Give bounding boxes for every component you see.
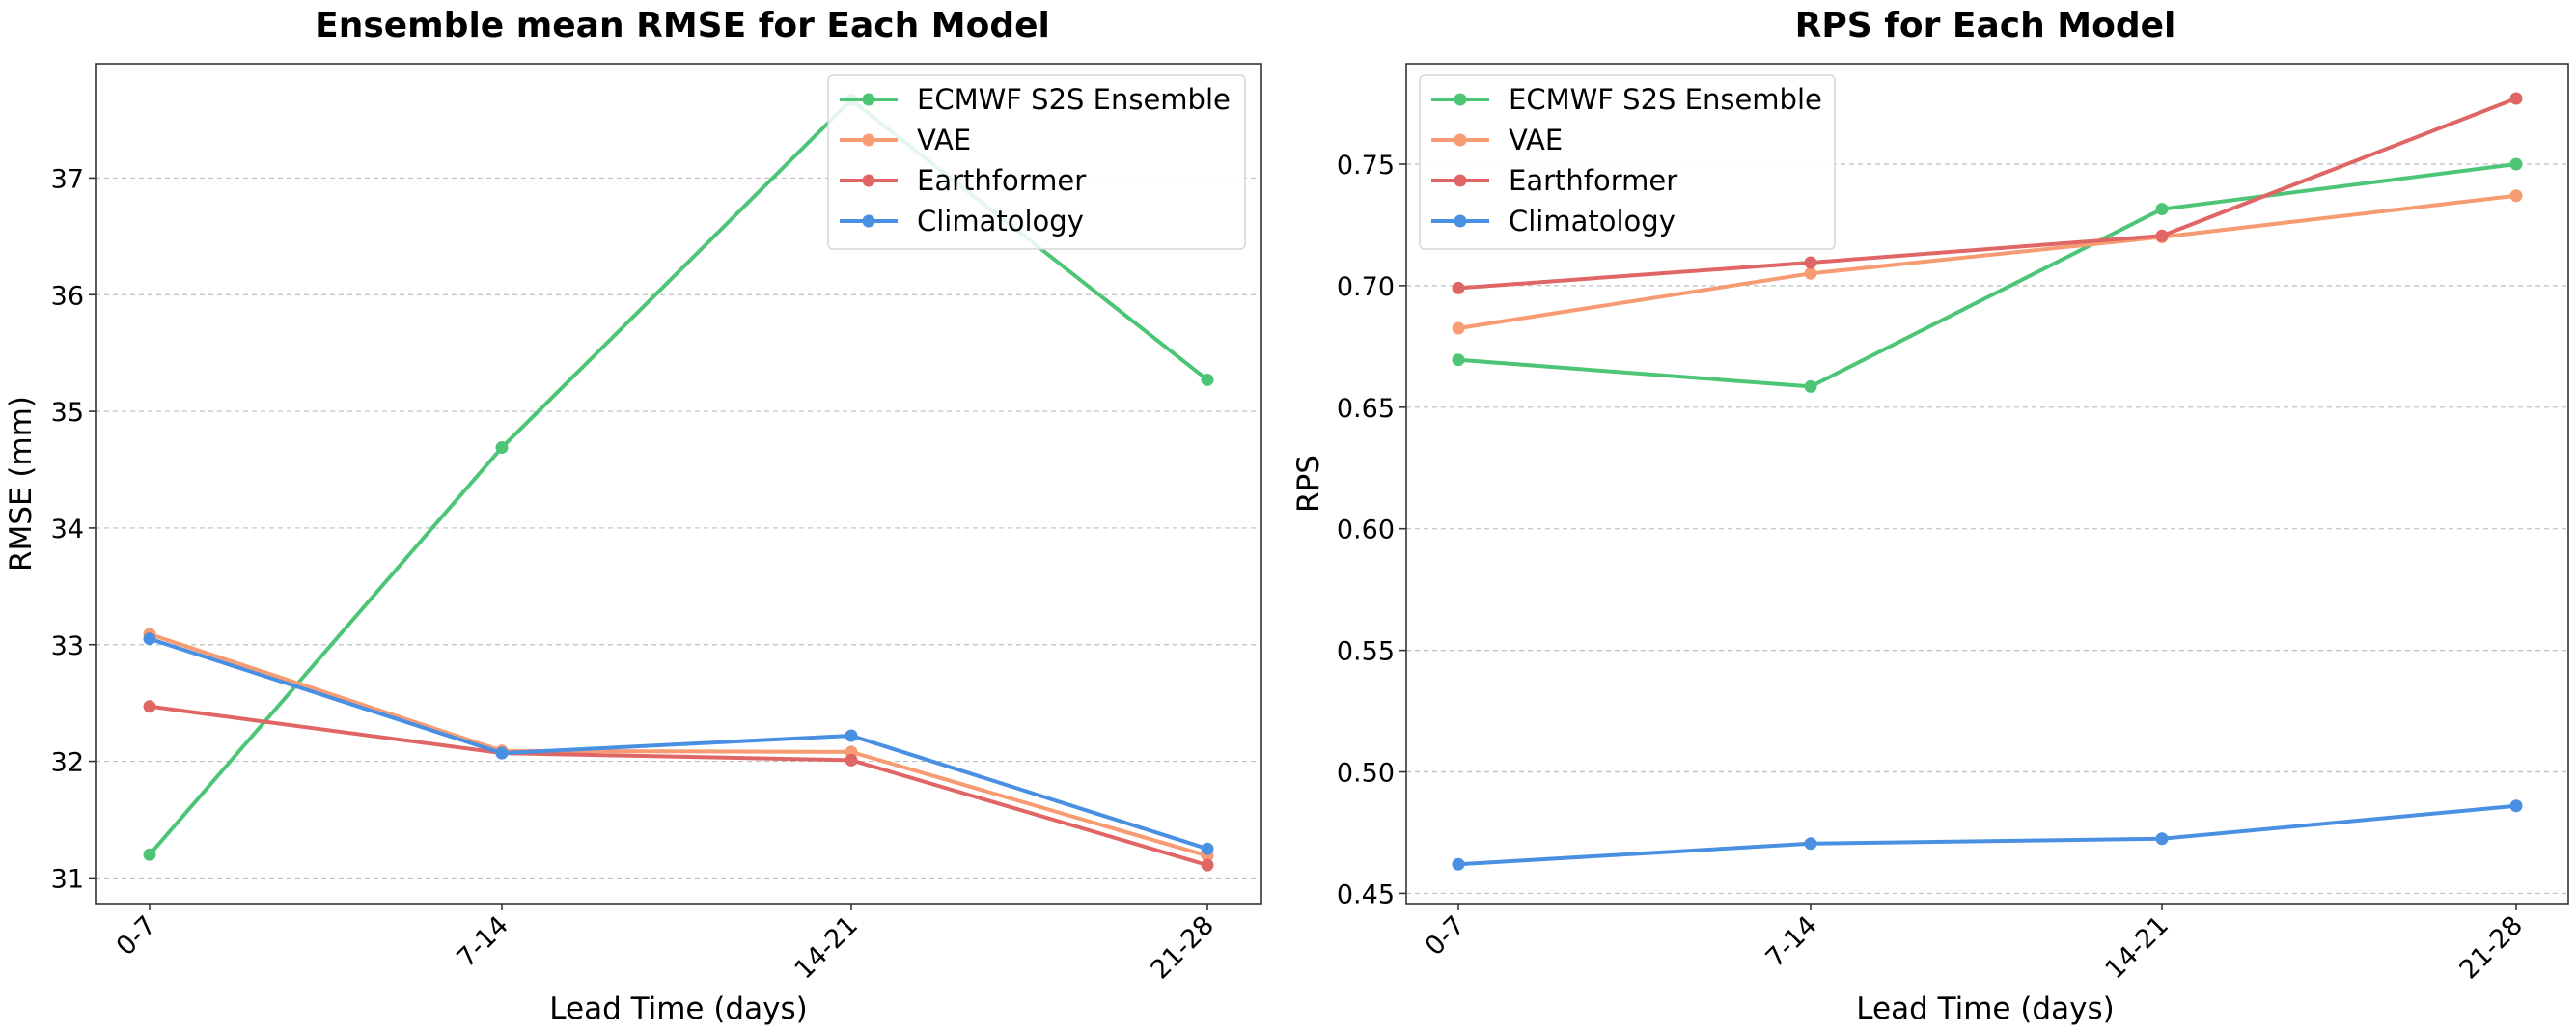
rps-data-point (1804, 256, 1817, 269)
rps-y-tick-label: 0.55 (1337, 637, 1395, 667)
rmse-plot-frame (95, 63, 1262, 905)
rps-legend-box (1419, 74, 1836, 250)
rps-legend-marker (1454, 93, 1467, 106)
rps-data-point (1452, 857, 1465, 871)
rps-legend-marker (1454, 174, 1467, 187)
rps-y-tick-label: 0.65 (1337, 394, 1395, 424)
rmse-series-line (148, 704, 1209, 868)
rmse-data-point (143, 632, 156, 646)
rps-series-0 (1452, 157, 2523, 393)
rmse-chart: Ensemble mean RMSE for Each Model 31 32 33… (4, 6, 1262, 1026)
rps-legend: ECMWF S2S Ensemble VAE Earthformer Climatol… (1419, 74, 1836, 250)
rmse-y-tick-label: 33 (51, 631, 84, 661)
rps-y-axis-label: RPS (1291, 455, 1326, 513)
rmse-legend-box (827, 74, 1246, 250)
rps-y-tick-label: 0.75 (1337, 151, 1395, 181)
rmse-x-axis-label: Lead Time (days) (549, 991, 807, 1026)
rps-series-line (1456, 803, 2518, 867)
rps-data-point (1452, 353, 1465, 367)
rps-series-line (1456, 97, 2518, 291)
rmse-legend-marker (862, 133, 875, 147)
rps-y-tick-label: 0.50 (1337, 759, 1395, 789)
rmse-legend-label: ECMWF S2S Ensemble (917, 83, 1231, 116)
rps-y-tick-label: 0.60 (1337, 516, 1395, 545)
rmse-y-tick-label: 31 (51, 864, 84, 894)
rps-legend-marker (1454, 133, 1467, 147)
rps-data-point (1452, 321, 1465, 335)
rmse-legend-marker (862, 214, 875, 228)
rps-series-3 (1452, 799, 2523, 871)
rps-legend-label: Climatology (1509, 205, 1676, 237)
rmse-data-point (1201, 858, 1214, 872)
rmse-chart-title: Ensemble mean RMSE for Each Model (315, 6, 1050, 45)
rps-plot-frame (1405, 63, 2569, 905)
rps-data-point (2155, 203, 2169, 216)
rmse-data-point (143, 848, 156, 861)
rmse-series-3 (143, 632, 1214, 855)
rmse-legend-marker (862, 93, 875, 106)
rps-chart: RPS for Each Model 0.45 0.50 0.55 0.60 0.65 0… (1291, 6, 2569, 1026)
rps-data-point (1804, 266, 1817, 280)
rmse-series-line (148, 636, 1209, 852)
rmse-legend-marker (862, 174, 875, 187)
rmse-legend: ECMWF S2S Ensemble VAE Earthformer Climatol… (827, 74, 1246, 250)
rps-legend-label: VAE (1509, 124, 1563, 156)
rmse-data-point (143, 700, 156, 713)
rps-x-tick-label: 0-7 (1420, 910, 1471, 962)
rmse-y-tick-label: 37 (51, 164, 84, 194)
rmse-legend-label: Climatology (917, 205, 1084, 237)
rmse-data-point (845, 753, 858, 767)
rps-data-point (2155, 229, 2169, 242)
rmse-x-tick-label: 14-21 (789, 910, 864, 985)
rps-data-point (2509, 92, 2523, 105)
rmse-y-axis-label: RMSE (mm) (4, 396, 39, 572)
rps-data-point (2509, 189, 2523, 203)
rps-y-tick-label: 0.70 (1337, 272, 1395, 302)
rps-legend-marker (1454, 214, 1467, 228)
rps-data-point (1804, 379, 1817, 393)
rmse-data-point (495, 746, 509, 760)
rps-chart-title: RPS for Each Model (1795, 6, 2176, 45)
rmse-legend-label: Earthformer (917, 164, 1086, 197)
rmse-y-tick-label: 34 (51, 515, 84, 544)
rps-data-point (2155, 832, 2169, 846)
rps-series-2 (1452, 92, 2523, 294)
rmse-series-2 (143, 700, 1214, 872)
rps-data-point (2509, 157, 2523, 171)
rps-series-line (1456, 193, 2518, 330)
rps-x-tick-label: 7-14 (1760, 910, 1823, 973)
rps-legend-label: Earthformer (1509, 164, 1677, 197)
rps-data-point (1804, 837, 1817, 851)
rps-x-tick-label: 14-21 (2100, 910, 2174, 985)
rps-series-line (1456, 161, 2518, 389)
rmse-y-tick-label: 36 (51, 281, 84, 311)
rmse-legend-label: VAE (917, 124, 971, 156)
rmse-data-point (495, 441, 509, 455)
rps-x-tick-label: 21-28 (2454, 910, 2529, 985)
rps-legend-label: ECMWF S2S Ensemble (1509, 83, 1822, 116)
rmse-data-point (1201, 842, 1214, 855)
rmse-x-tick-label: 0-7 (111, 910, 162, 962)
rmse-x-tick-label: 7-14 (452, 910, 514, 973)
rmse-series-line (148, 631, 1209, 858)
rps-y-tick-label: 0.45 (1337, 879, 1395, 909)
rmse-x-tick-label: 21-28 (1146, 910, 1220, 985)
rps-x-axis-label: Lead Time (days) (1856, 991, 2114, 1026)
rmse-data-point (845, 729, 858, 742)
rmse-y-tick-label: 35 (51, 398, 84, 428)
rps-data-point (2509, 799, 2523, 813)
rmse-data-point (1201, 373, 1214, 386)
rmse-y-tick-label: 32 (51, 748, 84, 778)
rps-data-point (1452, 281, 1465, 294)
